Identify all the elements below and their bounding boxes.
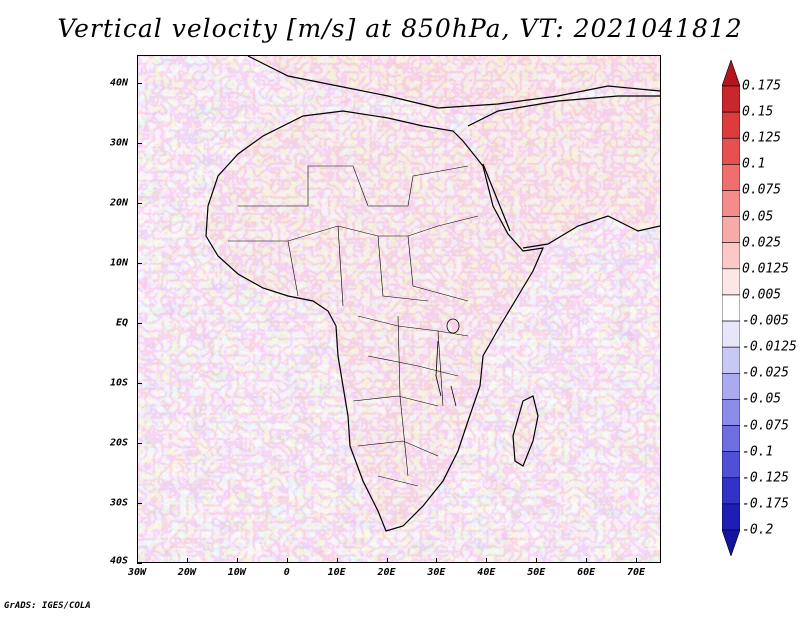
colorbar-cell [722,268,740,296]
lon-tick-mark [236,558,238,563]
colorbar-cell [722,503,740,531]
lat-tick-label: 40N [109,77,128,89]
lon-tick-label: 30W [127,567,147,578]
lon-tick-mark [586,558,588,563]
lon-tick-label: 50E [527,567,546,578]
lon-tick-label: 10E [327,567,346,578]
colorbar-label: -0.2 [742,522,774,538]
colorbar-cell [722,346,740,374]
colorbar-label: 0.1 [742,156,766,172]
colorbar-cell [722,85,740,113]
colorbar-label: -0.175 [742,496,789,512]
lat-tick-mark [137,143,142,144]
colorbar-cell [722,190,740,217]
colorbar-cell [722,399,740,426]
lat-tick-mark [137,203,142,204]
colorbar-label: 0.125 [742,130,782,146]
lon-tick-label: 70E [627,567,646,578]
lat-tick-mark [137,83,142,84]
lat-tick-mark [137,563,142,564]
coastlines [205,56,660,532]
lon-tick-label: 0 [283,567,290,578]
colorbar-label: 0.15 [742,104,774,120]
lat-tick-label: 30N [109,137,128,149]
colorbar [722,60,740,556]
lat-tick-mark [137,263,142,264]
lat-tick-label: 20N [109,197,128,209]
colorbar-label: -0.1 [742,444,774,460]
colorbar-cell [722,529,740,556]
lakes [435,318,460,407]
colorbar-cell [722,111,740,139]
colorbar-cell [722,137,740,165]
colorbar-cell [722,425,740,452]
lat-tick-mark [137,443,142,444]
colorbar-cell [722,320,740,348]
colorbar-label: -0.025 [742,365,789,381]
colorbar-cell [722,242,740,270]
colorbar-label: -0.05 [742,391,782,407]
lon-tick-label: 30E [427,567,446,578]
colorbar-label: 0.005 [742,287,782,303]
colorbar-label: 0.175 [742,78,782,94]
chart-title: Vertical velocity [m/s] at 850hPa, VT: 2… [57,14,743,43]
lat-tick-label: 40S [109,555,128,567]
lat-tick-label: 10N [109,257,128,269]
colorbar-cell [722,451,740,479]
colorbar-cell [722,294,740,322]
lon-tick-mark [636,558,638,563]
colorbar-label: 0.075 [742,182,782,198]
colorbar-cell [722,164,740,191]
colorbar-label: -0.0125 [742,339,797,355]
colorbar-label: 0.0125 [742,261,789,277]
lat-tick-label: EQ [115,317,128,329]
lon-tick-mark [336,558,338,563]
lat-tick-label: 10S [109,377,128,389]
colorbar-label: -0.125 [742,470,789,486]
lat-tick-mark [137,383,142,384]
colorbar-label: 0.025 [742,235,782,251]
velocity-map[interactable] [137,55,661,563]
lon-tick-mark [286,558,288,563]
lon-tick-mark [386,558,388,563]
colorbar-cell [722,60,740,87]
colorbar-label: -0.005 [742,313,789,329]
lon-tick-label: 20W [177,567,196,578]
lon-tick-label: 60E [577,567,596,578]
colorbar-label: 0.05 [742,209,774,225]
lon-tick-label: 40E [477,567,496,578]
lon-tick-label: 10W [227,567,246,578]
lon-tick-label: 20E [377,567,396,578]
lon-tick-mark [436,558,438,563]
colorbar-label: -0.075 [742,418,789,434]
lon-tick-mark [486,558,488,563]
lat-tick-mark [137,503,142,504]
lon-tick-mark [186,558,188,563]
lon-tick-mark [137,558,138,563]
colorbar-cell [722,216,740,244]
colorbar-cell [722,372,740,400]
lat-tick-label: 20S [109,437,128,449]
country-borders [228,165,479,487]
velocity-field [138,56,660,562]
colorbar-cell [722,477,740,505]
lat-tick-mark [137,323,142,324]
credit-label: GrADS: IGES/COLA [4,601,91,611]
lat-tick-label: 30S [109,497,128,509]
lon-tick-mark [536,558,538,563]
